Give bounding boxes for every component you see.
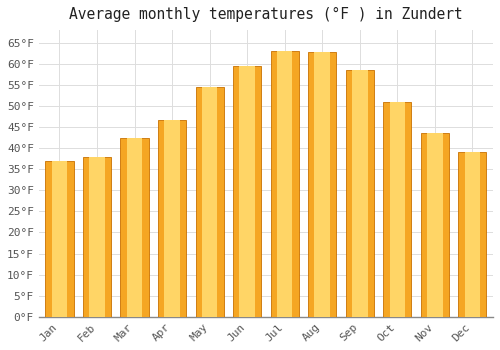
- Bar: [427, 133, 442, 317]
- Bar: [158, 120, 186, 317]
- Bar: [240, 66, 255, 317]
- Bar: [308, 52, 336, 317]
- Bar: [458, 152, 486, 317]
- Bar: [270, 51, 299, 317]
- Bar: [352, 70, 368, 317]
- Bar: [120, 138, 148, 317]
- Bar: [52, 161, 67, 317]
- Bar: [83, 157, 111, 317]
- Bar: [383, 102, 412, 317]
- Bar: [164, 120, 180, 317]
- Bar: [464, 152, 480, 317]
- Bar: [127, 138, 142, 317]
- Bar: [346, 70, 374, 317]
- Bar: [46, 161, 74, 317]
- Bar: [421, 133, 449, 317]
- Bar: [202, 87, 218, 317]
- Bar: [390, 102, 405, 317]
- Bar: [90, 157, 104, 317]
- Bar: [314, 52, 330, 317]
- Bar: [277, 51, 292, 317]
- Title: Average monthly temperatures (°F ) in Zundert: Average monthly temperatures (°F ) in Zu…: [69, 7, 463, 22]
- Bar: [233, 66, 261, 317]
- Bar: [196, 87, 224, 317]
